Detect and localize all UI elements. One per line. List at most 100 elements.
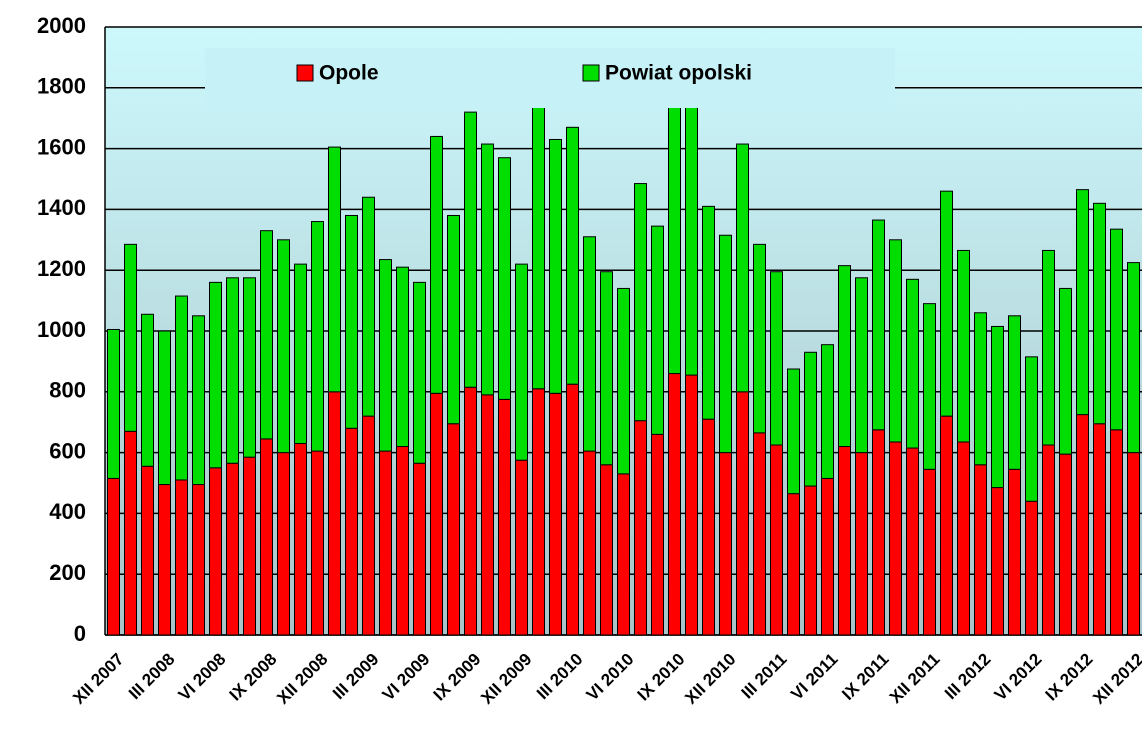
bar-segment <box>1110 429 1123 636</box>
bar-segment <box>464 111 477 388</box>
bar-segment <box>430 392 443 636</box>
bar-segment <box>838 265 851 448</box>
bar-segment <box>1025 356 1038 502</box>
bar-segment <box>481 394 494 636</box>
bar-segment <box>1059 453 1072 636</box>
bar-segment <box>855 452 868 636</box>
bar-segment <box>1127 452 1140 636</box>
x-tick-label: III 2010 <box>533 650 587 704</box>
bar-segment <box>158 330 171 486</box>
bar-segment <box>1076 414 1089 636</box>
bar-segment <box>872 219 885 431</box>
bar-segment <box>1093 202 1106 425</box>
bar-segment <box>1042 249 1055 446</box>
bar-segment <box>1042 444 1055 636</box>
bar-segment <box>294 263 307 444</box>
bar-segment <box>362 415 375 636</box>
bar-segment <box>447 423 460 636</box>
bar-segment <box>753 432 766 636</box>
bar-segment <box>634 183 647 422</box>
bar-segment <box>838 446 851 636</box>
bar-segment <box>396 446 409 636</box>
x-tick-label: III 2011 <box>738 650 791 703</box>
bar-segment <box>566 126 579 385</box>
y-tick-label: 0 <box>74 621 86 646</box>
bar-segment <box>787 368 800 495</box>
bar-segment <box>396 266 409 448</box>
bar-segment <box>617 473 630 636</box>
bar-segment <box>719 234 732 454</box>
x-tick-label: IX 2011 <box>838 650 892 704</box>
bar-segment <box>685 374 698 636</box>
bar-segment <box>736 143 749 393</box>
bar-segment <box>923 468 936 636</box>
bar-segment <box>1110 228 1123 431</box>
bar-segment <box>600 271 613 466</box>
bar-segment <box>175 479 188 636</box>
bar-segment <box>974 312 987 466</box>
bar-segment <box>651 433 664 636</box>
bar-segment <box>413 281 426 464</box>
bar-segment <box>498 398 511 636</box>
y-tick-label: 600 <box>49 438 86 463</box>
bar-segment <box>277 239 290 454</box>
bar-segment <box>413 462 426 636</box>
bar-segment <box>192 484 205 636</box>
bar-segment <box>889 239 902 443</box>
x-tick-label: VI 2009 <box>379 650 434 705</box>
bar-segment <box>668 373 681 636</box>
bar-segment <box>226 462 239 636</box>
y-tick-label: 1000 <box>37 317 86 342</box>
bar-segment <box>481 143 494 396</box>
bar-segment <box>855 277 868 454</box>
bar-segment <box>617 287 630 475</box>
y-tick-label: 1800 <box>37 74 86 99</box>
bar-segment <box>209 281 222 469</box>
bar-segment <box>1076 189 1089 416</box>
legend-swatch <box>296 64 314 82</box>
bar-segment <box>345 427 358 636</box>
bar-segment <box>141 313 154 467</box>
bar-segment <box>906 447 919 636</box>
bar-segment <box>328 391 341 636</box>
bar-segment <box>651 225 664 435</box>
y-tick-label: 1600 <box>37 134 86 159</box>
bar-segment <box>515 263 528 461</box>
bar-segment <box>736 391 749 636</box>
bar-segment <box>243 456 256 636</box>
y-tick-label: 2000 <box>37 13 86 38</box>
x-tick-label: VI 2011 <box>787 650 841 704</box>
x-tick-label: VI 2008 <box>175 650 230 705</box>
bar-segment <box>685 97 698 376</box>
bar-segment <box>175 295 188 481</box>
bar-segment <box>906 278 919 449</box>
bar-segment <box>1025 500 1038 636</box>
x-tick-label: XII 2008 <box>273 650 331 708</box>
bar-segment <box>532 388 545 636</box>
x-tick-label: XII 2012 <box>1089 650 1142 708</box>
bar-segment <box>549 138 562 394</box>
y-tick-label: 200 <box>49 560 86 585</box>
x-tick-label: IX 2010 <box>634 650 689 705</box>
x-tick-label: IX 2009 <box>430 650 485 705</box>
x-tick-label: XII 2009 <box>477 650 535 708</box>
bar-segment <box>940 190 953 417</box>
bar-segment <box>107 477 120 636</box>
bar-segment <box>804 485 817 636</box>
bar-segment <box>770 271 783 446</box>
bar-segment <box>821 344 834 479</box>
bar-segment <box>362 196 375 417</box>
bar-segment <box>991 487 1004 636</box>
bar-segment <box>1093 423 1106 636</box>
bar-segment <box>821 477 834 636</box>
bar-segment <box>260 438 273 636</box>
legend-label: Opole <box>319 62 379 85</box>
bar-segment <box>634 420 647 636</box>
bar-segment <box>430 135 443 394</box>
x-tick-label: III 2009 <box>329 650 383 704</box>
bar-segment <box>209 467 222 636</box>
bar-segment <box>702 418 715 636</box>
bar-segment <box>277 452 290 636</box>
bar-segment <box>532 99 545 390</box>
